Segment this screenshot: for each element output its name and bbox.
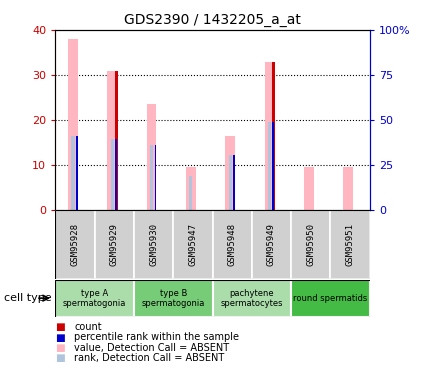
Bar <box>110 139 114 210</box>
Bar <box>225 136 235 210</box>
Text: GSM95930: GSM95930 <box>149 223 158 266</box>
Text: count: count <box>74 322 102 332</box>
Text: GSM95929: GSM95929 <box>110 223 119 266</box>
Text: ■: ■ <box>55 333 65 342</box>
Bar <box>55 210 94 279</box>
Text: GSM95951: GSM95951 <box>346 223 354 266</box>
Bar <box>212 210 252 279</box>
Bar <box>76 136 78 210</box>
Text: type B
spermatogonia: type B spermatogonia <box>142 289 205 308</box>
Bar <box>233 155 235 210</box>
Bar <box>291 210 331 279</box>
Text: GSM95928: GSM95928 <box>71 223 79 266</box>
Text: value, Detection Call = ABSENT: value, Detection Call = ABSENT <box>74 343 230 353</box>
Text: rank, Detection Call = ABSENT: rank, Detection Call = ABSENT <box>74 354 225 363</box>
Bar <box>150 145 153 210</box>
Bar <box>291 280 370 317</box>
Text: GSM95949: GSM95949 <box>267 223 276 266</box>
Bar <box>212 280 291 317</box>
Text: ■: ■ <box>55 354 65 363</box>
Bar <box>272 122 275 210</box>
Bar <box>108 70 117 210</box>
Bar <box>115 139 117 210</box>
Text: GSM95948: GSM95948 <box>228 223 237 266</box>
Bar <box>229 155 232 210</box>
Bar <box>186 167 196 210</box>
Bar <box>268 122 271 210</box>
Bar <box>304 167 314 210</box>
Bar <box>71 136 74 210</box>
Bar <box>252 210 291 279</box>
Text: percentile rank within the sample: percentile rank within the sample <box>74 333 239 342</box>
Text: GSM95947: GSM95947 <box>188 223 197 266</box>
Text: cell type: cell type <box>4 293 52 303</box>
Bar <box>189 176 193 210</box>
Bar <box>94 210 134 279</box>
Bar <box>155 145 156 210</box>
Bar <box>115 70 118 210</box>
Bar <box>265 62 275 210</box>
Text: ■: ■ <box>55 343 65 353</box>
Bar <box>68 39 78 210</box>
Text: type A
spermatogonia: type A spermatogonia <box>63 289 126 308</box>
Bar <box>134 280 212 317</box>
Bar <box>147 104 156 210</box>
Bar <box>331 210 370 279</box>
Text: pachytene
spermatocytes: pachytene spermatocytes <box>221 289 283 308</box>
Text: round spermatids: round spermatids <box>293 294 368 303</box>
Bar <box>134 210 173 279</box>
Text: GSM95950: GSM95950 <box>306 223 315 266</box>
Bar <box>173 210 212 279</box>
Bar <box>343 167 353 210</box>
Text: ■: ■ <box>55 322 65 332</box>
Text: GDS2390 / 1432205_a_at: GDS2390 / 1432205_a_at <box>124 13 301 27</box>
Bar <box>272 62 275 210</box>
Bar <box>55 280 134 317</box>
